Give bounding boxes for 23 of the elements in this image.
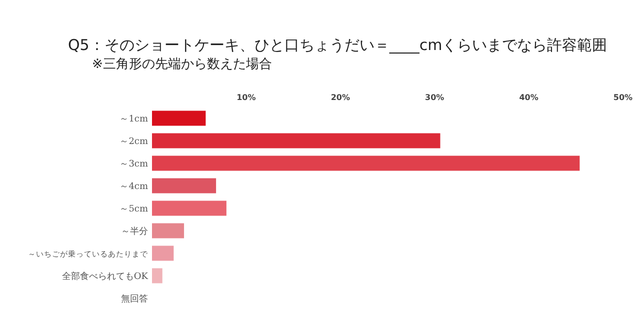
x-tick-label: 50% — [613, 93, 633, 102]
chart-subtitle: ※三角形の先端から数えた場合 — [92, 57, 272, 72]
y-tick-label: 無回答 — [121, 293, 148, 304]
bar — [152, 133, 440, 148]
bar — [152, 110, 206, 126]
bar — [152, 200, 226, 216]
y-tick-label: ～5cm — [120, 204, 148, 214]
bar — [152, 156, 580, 171]
x-tick-label: 20% — [330, 93, 350, 102]
y-tick-label: ～4cm — [120, 182, 148, 192]
bar — [152, 246, 174, 261]
y-tick-label: ～半分 — [121, 226, 148, 237]
x-tick-label: 10% — [236, 93, 256, 102]
y-tick-label: ～3cm — [120, 159, 148, 170]
x-tick-label: 30% — [425, 93, 444, 102]
bar — [152, 268, 162, 284]
y-tick-label: ～2cm — [120, 136, 148, 147]
chart-title: Q5：そのショートケーキ、ひと口ちょうだい＝____cmくらいまでなら許容範囲 — [68, 36, 608, 54]
bar — [152, 223, 184, 238]
bar — [152, 178, 216, 194]
x-tick-label: 40% — [519, 93, 538, 102]
y-tick-label: 全部食べられてもOK — [62, 270, 148, 282]
y-tick-label: ～1cm — [120, 114, 148, 124]
